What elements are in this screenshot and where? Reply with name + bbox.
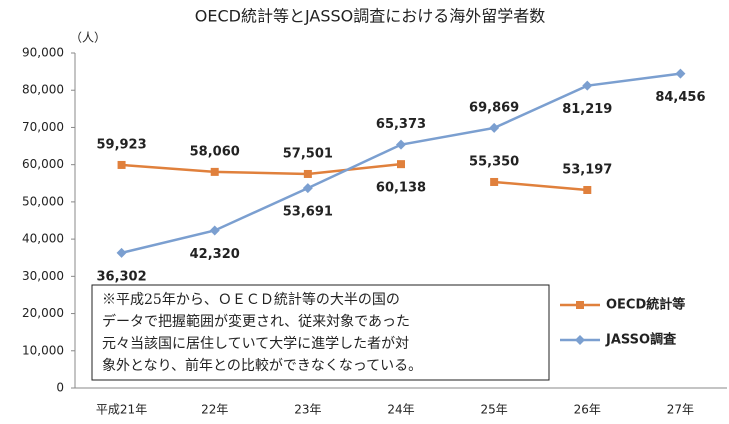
y-tick-label: 0 [56,381,64,395]
series-line [121,162,402,176]
y-tick-label: 90,000 [22,46,64,60]
data-label: 81,219 [562,102,612,117]
y-tick-label: 30,000 [22,269,64,283]
marker [210,167,219,176]
x-tick-label: 26年 [574,403,601,417]
x-tick-label: 22年 [201,403,228,417]
data-label: 42,320 [190,247,240,262]
x-tick-label: 25年 [481,403,508,417]
data-label: 59,923 [96,137,146,152]
data-label: 53,197 [562,162,612,177]
data-label: 69,869 [469,100,519,115]
y-tick-label: 10,000 [22,343,64,357]
chart-title: OECD統計等とJASSO調査における海外留学者数 [195,7,546,26]
x-tick-label: 平成21年 [96,403,147,417]
y-tick-label: 50,000 [22,194,64,208]
marker [209,225,220,236]
legend-label: JASSO調査 [605,332,677,348]
x-tick-label: 27年 [667,403,694,417]
data-label: 57,501 [283,146,333,161]
marker [582,80,593,91]
marker [116,247,127,258]
note-line: ※平成25年から、ＯＥＣＤ統計等の大半の国の [102,291,400,308]
y-tick-label: 70,000 [22,120,64,134]
note-line: データで把握範囲が変更され、従来対象であった [102,313,410,330]
marker [397,160,405,169]
marker [303,169,312,178]
data-label: 65,373 [376,117,426,132]
data-label: 53,691 [283,205,333,220]
data-label: 58,060 [190,144,240,159]
data-label: 84,456 [655,90,705,105]
y-tick-label: 60,000 [22,157,64,171]
legend-label: OECD統計等 [606,297,685,313]
x-tick-label: 23年 [294,403,321,417]
data-label: 36,302 [96,269,146,284]
x-tick-label: 24年 [387,403,414,417]
marker [489,122,500,133]
legend-marker [575,335,585,345]
marker [117,160,126,169]
y-tick-label: 80,000 [22,83,64,97]
note-line: 象外となり、前年との比較ができなくなっている。 [102,357,422,374]
legend-marker [576,301,584,309]
series-line [494,180,588,192]
marker [675,68,686,79]
note-box [91,284,550,381]
data-label: 55,350 [469,154,519,169]
marker [583,185,592,194]
data-label: 60,138 [376,181,426,196]
y-tick-label: 40,000 [22,232,64,246]
marker [396,139,406,150]
note-line: 元々当該国に居住していて大学に進学した者が対 [102,336,409,352]
marker [302,183,313,194]
y-tick-label: 20,000 [22,306,64,320]
marker [490,177,499,186]
y-unit: （人） [70,31,106,45]
